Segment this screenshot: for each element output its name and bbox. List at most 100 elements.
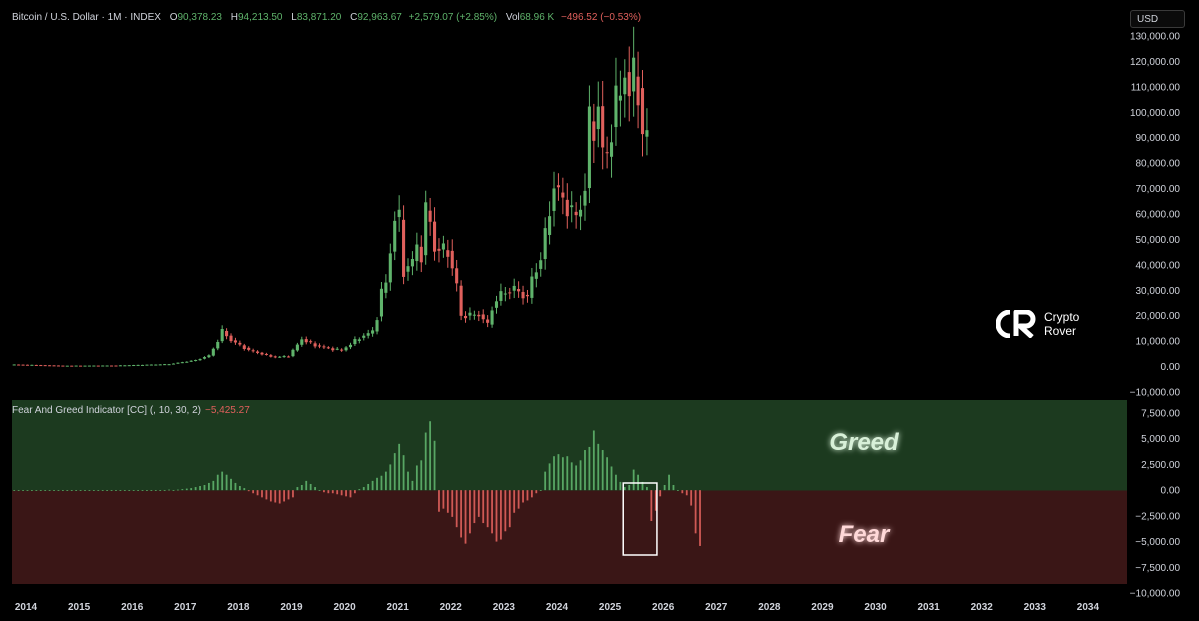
candle-body xyxy=(596,106,600,130)
candle-body xyxy=(450,250,454,269)
price-tick-label: 100,000.00 xyxy=(1130,108,1180,119)
indicator-bar xyxy=(115,490,117,491)
candle xyxy=(503,286,507,302)
candle xyxy=(335,346,339,351)
price-tick-label: 80,000.00 xyxy=(1136,159,1181,170)
candle-body xyxy=(534,272,538,279)
candle-body xyxy=(486,319,490,323)
price-tick-label: 40,000.00 xyxy=(1136,260,1181,271)
candle xyxy=(163,363,167,366)
candle xyxy=(127,365,131,367)
indicator-bar xyxy=(557,454,560,491)
candle-body xyxy=(331,348,335,351)
indicator-bar xyxy=(663,485,666,491)
indicator-bar xyxy=(561,457,564,491)
candle xyxy=(34,364,38,366)
indicator-bar xyxy=(415,465,418,491)
candle xyxy=(534,263,538,288)
candle xyxy=(632,26,636,117)
greed-label: Greed xyxy=(829,429,900,456)
candle-body xyxy=(583,190,587,206)
indicator-bar xyxy=(482,490,485,524)
candle xyxy=(194,359,198,362)
candle xyxy=(410,251,414,276)
time-tick-label: 2028 xyxy=(758,602,781,613)
candle xyxy=(96,365,100,367)
time-tick-label: 2018 xyxy=(227,602,250,613)
indicator-bar xyxy=(132,490,135,491)
indicator-tick-label: −2,500.00 xyxy=(1135,511,1180,522)
candle xyxy=(322,344,326,350)
candle xyxy=(561,177,565,215)
price-tick-label: 110,000.00 xyxy=(1131,82,1181,93)
candle-body xyxy=(242,345,246,349)
candle-body xyxy=(618,95,622,101)
candle-body xyxy=(406,266,410,272)
candle-body xyxy=(273,356,277,358)
indicator-legend[interactable]: Fear And Greed Indicator [CC] (, 10, 30,… xyxy=(12,405,250,416)
candle-body xyxy=(441,243,445,250)
candle-body xyxy=(490,310,494,325)
time-tick-label: 2017 xyxy=(174,602,197,613)
candle xyxy=(180,361,184,364)
candle xyxy=(486,315,490,328)
candle xyxy=(455,259,459,292)
candle-body xyxy=(548,216,552,235)
indicator-bar xyxy=(39,490,42,491)
indicator-axis[interactable]: 7,500.00 5,000.00 2,500.00 0.00 −2,500.00 −5,… xyxy=(1130,409,1181,600)
candle-body xyxy=(295,344,299,351)
indicator-bar xyxy=(345,490,347,497)
candle-body xyxy=(366,333,370,336)
indicator-bar xyxy=(216,474,219,491)
indicator-bar xyxy=(221,471,224,491)
candle xyxy=(189,360,193,362)
candle xyxy=(264,352,268,356)
crypto-rover-logo-icon xyxy=(996,310,1036,338)
symbol-legend[interactable]: Bitcoin / U.S. Dollar · 1M · INDEX O90,3… xyxy=(12,12,641,23)
candle-body xyxy=(158,364,162,366)
candle-body xyxy=(278,356,282,358)
indicator-bar xyxy=(314,487,316,491)
indicator-tick-label: 5,000.00 xyxy=(1141,434,1180,445)
candle xyxy=(587,85,591,204)
price-axis[interactable]: 130,000.00 120,000.00 110,000.00 100,000.00… xyxy=(1130,32,1181,399)
time-tick-label: 2014 xyxy=(15,602,38,613)
indicator-bar xyxy=(508,490,511,528)
indicator-bar xyxy=(575,465,578,491)
indicator-bar xyxy=(327,490,330,494)
indicator-bar xyxy=(517,490,520,509)
candle-body xyxy=(499,291,503,301)
candle-body xyxy=(34,364,38,366)
candle xyxy=(379,282,384,322)
indicator-bar xyxy=(119,490,122,491)
candle xyxy=(433,207,437,261)
indicator-bar xyxy=(615,474,617,491)
indicator-bar xyxy=(685,490,688,496)
candle-body xyxy=(194,360,198,362)
indicator-bar xyxy=(172,490,175,491)
indicator-bar xyxy=(141,490,144,491)
indicator-bar xyxy=(690,490,693,506)
candle xyxy=(583,173,587,221)
currency-button[interactable]: USD xyxy=(1130,10,1185,28)
indicator-bar xyxy=(522,490,524,503)
indicator-bar xyxy=(438,490,440,512)
candle-body xyxy=(623,77,627,95)
candle-body xyxy=(468,312,472,316)
low-key: L xyxy=(291,12,297,23)
candle-body xyxy=(25,364,30,366)
candle-body xyxy=(30,364,34,366)
indicator-bar xyxy=(610,466,613,491)
candle xyxy=(225,328,229,340)
indicator-bar xyxy=(53,490,55,491)
indicator-tick-label: 7,500.00 xyxy=(1141,409,1180,420)
indicator-bar xyxy=(677,490,679,491)
candle-body xyxy=(105,365,109,367)
indicator-bar xyxy=(393,453,396,491)
time-tick-label: 2027 xyxy=(705,602,728,613)
indicator-bar xyxy=(530,490,533,498)
candle xyxy=(627,46,631,122)
candle xyxy=(539,252,543,277)
time-axis[interactable]: 2014 2015 2016 2017 2018 2019 2020 2021 2022 2023… xyxy=(15,602,1100,613)
